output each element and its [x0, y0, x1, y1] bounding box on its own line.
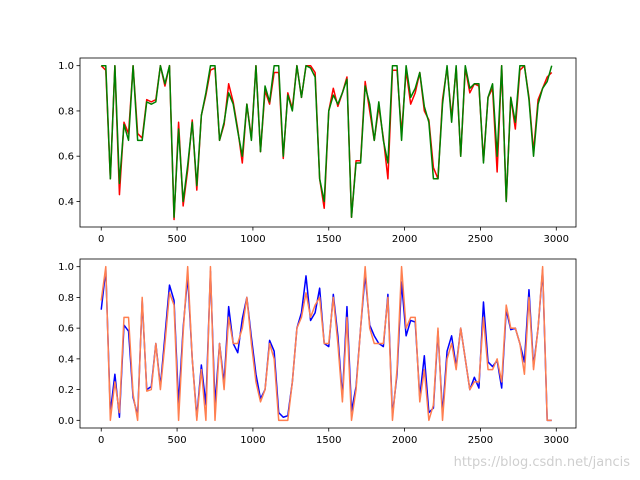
- x-tick-label: 3000: [544, 234, 569, 245]
- y-tick-label: 0.4: [58, 354, 74, 365]
- x-tick-label: 1000: [240, 435, 265, 446]
- axes-frame: [79, 258, 577, 429]
- y-tick-label: 0.8: [58, 106, 74, 117]
- x-tick-label: 1500: [316, 435, 341, 446]
- x-tick-label: 0: [98, 234, 104, 245]
- x-tick-label: 2500: [468, 435, 493, 446]
- top-subplot: 0 500 1000 1500 2000 2500 3000 0.4 0.6 0.8 1.0: [58, 57, 577, 245]
- x-tick-label: 500: [168, 234, 187, 245]
- series-line-2: [100, 265, 552, 422]
- y-tick-label: 0.6: [58, 324, 74, 335]
- y-tick-label: 0.4: [58, 197, 74, 208]
- y-tick-label: 0.6: [58, 152, 74, 163]
- x-tick-label: 2000: [392, 435, 417, 446]
- watermark-text: https://blog.csdn.net/jancis: [454, 455, 631, 470]
- series-line-2: [101, 64, 553, 219]
- x-tick-label: 2500: [468, 234, 493, 245]
- y-tick-label: 1.0: [58, 262, 74, 273]
- bottom-subplot: 0 500 1000 1500 2000 2500 3000 0.0 0.2 0.4 0.6 0.8 1…: [58, 258, 577, 446]
- x-tick-label: 2000: [392, 234, 417, 245]
- x-tick-label: 3000: [544, 435, 569, 446]
- x-tick-label: 1500: [316, 234, 341, 245]
- y-tick-label: 0.8: [58, 293, 74, 304]
- x-tick-label: 500: [168, 435, 187, 446]
- x-tick-label: 0: [98, 435, 104, 446]
- y-tick-label: 0.2: [58, 385, 74, 396]
- axes-frame: [79, 57, 577, 228]
- x-tick-label: 1000: [240, 234, 265, 245]
- series-line-1: [100, 269, 552, 422]
- y-tick-label: 0.0: [58, 416, 74, 427]
- y-tick-label: 1.0: [58, 61, 74, 72]
